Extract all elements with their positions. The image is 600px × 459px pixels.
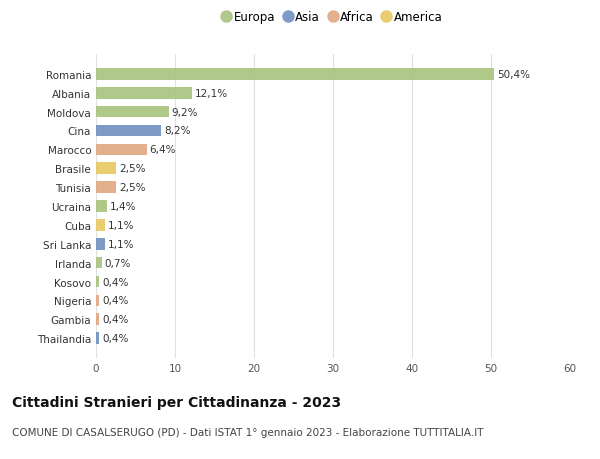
Text: 8,2%: 8,2% — [164, 126, 190, 136]
Text: 50,4%: 50,4% — [497, 70, 530, 80]
Text: 12,1%: 12,1% — [195, 89, 228, 99]
Bar — [96, 276, 99, 288]
Text: 2,5%: 2,5% — [119, 183, 145, 193]
Text: 9,2%: 9,2% — [172, 107, 199, 118]
Text: 0,7%: 0,7% — [104, 258, 131, 268]
Legend: Europa, Asia, Africa, America: Europa, Asia, Africa, America — [218, 6, 448, 29]
Bar — [96, 201, 107, 213]
Bar — [96, 125, 161, 137]
Bar — [96, 219, 104, 231]
Bar — [96, 333, 99, 344]
Text: 1,4%: 1,4% — [110, 202, 137, 212]
Text: 1,1%: 1,1% — [108, 239, 134, 249]
Bar — [96, 238, 104, 250]
Bar — [96, 106, 169, 118]
Bar — [96, 144, 146, 156]
Text: 2,5%: 2,5% — [119, 164, 145, 174]
Bar — [96, 69, 494, 80]
Text: 1,1%: 1,1% — [108, 220, 134, 230]
Text: 0,4%: 0,4% — [103, 296, 128, 306]
Bar — [96, 88, 191, 99]
Text: COMUNE DI CASALSERUGO (PD) - Dati ISTAT 1° gennaio 2023 - Elaborazione TUTTITALI: COMUNE DI CASALSERUGO (PD) - Dati ISTAT … — [12, 427, 484, 437]
Text: 0,4%: 0,4% — [103, 314, 128, 325]
Text: 0,4%: 0,4% — [103, 333, 128, 343]
Bar — [96, 163, 116, 175]
Bar — [96, 295, 99, 307]
Text: 0,4%: 0,4% — [103, 277, 128, 287]
Text: 6,4%: 6,4% — [150, 145, 176, 155]
Bar — [96, 182, 116, 194]
Bar — [96, 257, 101, 269]
Bar — [96, 314, 99, 325]
Text: Cittadini Stranieri per Cittadinanza - 2023: Cittadini Stranieri per Cittadinanza - 2… — [12, 395, 341, 409]
